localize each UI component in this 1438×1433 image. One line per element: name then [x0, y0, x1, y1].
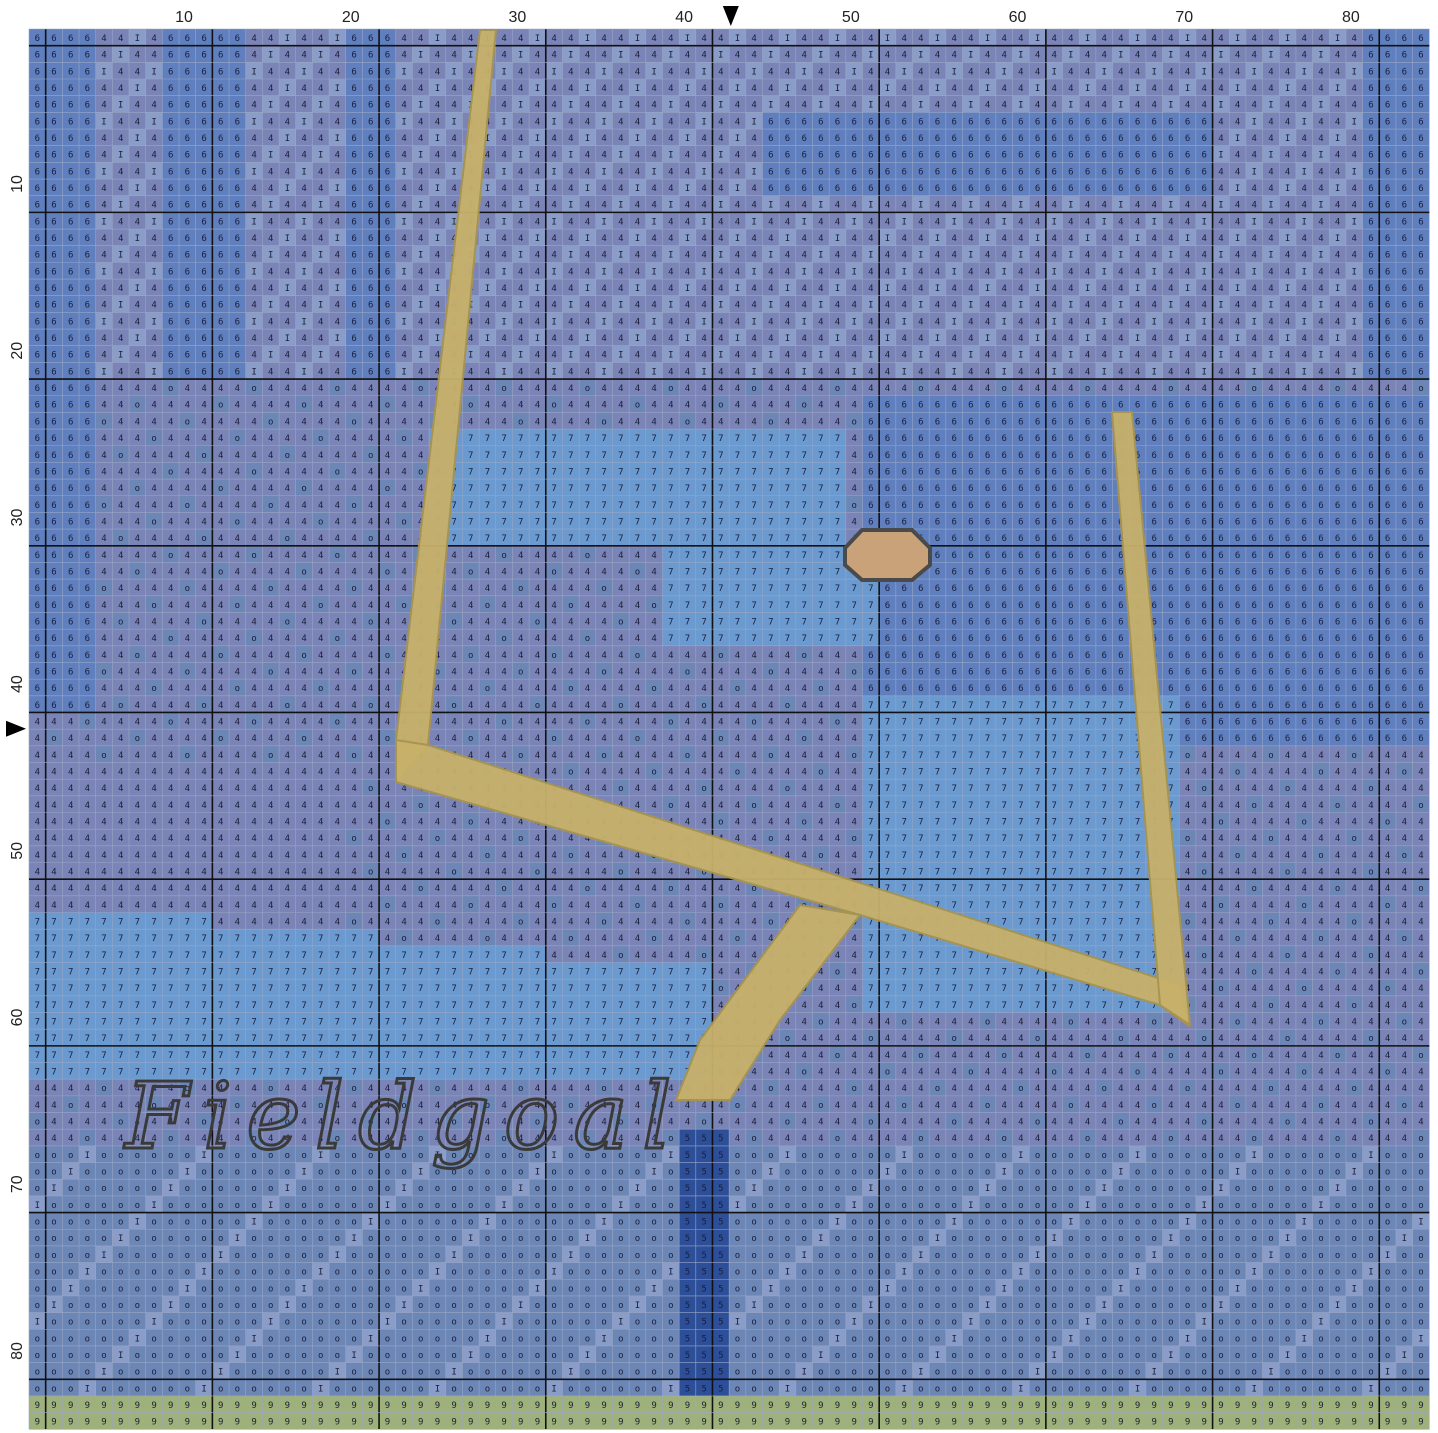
cross-stitch-chart: 666644I46666644I44I66644I44I44I44I44I44I… — [0, 0, 1438, 1433]
